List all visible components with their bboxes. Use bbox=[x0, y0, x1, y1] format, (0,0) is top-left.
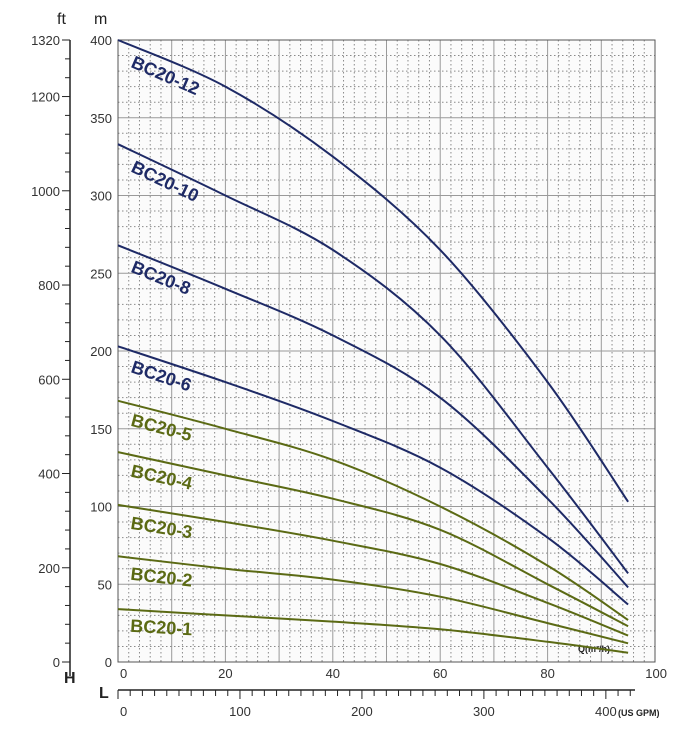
x-tick-label-m3h: 40 bbox=[326, 666, 340, 681]
x-tick-label-m3h: 100 bbox=[645, 666, 667, 681]
chart-grid bbox=[117, 39, 656, 663]
y-tick-label-m: 300 bbox=[90, 189, 112, 204]
y-tick-label-ft: 400 bbox=[38, 467, 60, 482]
y-tick-label-ft: 200 bbox=[38, 561, 60, 576]
x-tick-label-gpm: 0 bbox=[120, 704, 127, 719]
y-tick-label-ft: 1320 bbox=[31, 33, 60, 48]
flow-axis-letter: L bbox=[99, 685, 109, 702]
y-tick-label-m: 100 bbox=[90, 500, 112, 515]
x-tick-label-m3h: 20 bbox=[218, 666, 232, 681]
series-line-bc20-6 bbox=[117, 345, 629, 606]
x-tick-label-gpm: 100 bbox=[229, 704, 251, 719]
plot-frame bbox=[117, 39, 656, 663]
x-tick-label-gpm: 200 bbox=[351, 704, 373, 719]
x-tick-label-m3h: 0 bbox=[120, 666, 127, 681]
series-line-bc20-4 bbox=[117, 451, 629, 628]
series-line-bc20-5 bbox=[117, 399, 629, 621]
x-tick-label-m3h: 60 bbox=[433, 666, 447, 681]
x-tick-label-gpm: 400 bbox=[595, 704, 617, 719]
y-tick-label-ft: 0 bbox=[53, 655, 60, 670]
x-tick-label-m3h: 80 bbox=[540, 666, 554, 681]
y-tick-label-m: 400 bbox=[90, 33, 112, 48]
series-line-bc20-2 bbox=[117, 555, 629, 645]
series-label-bc20-1: BC20-1 bbox=[130, 616, 193, 640]
y-tick-label-m: 50 bbox=[98, 577, 112, 592]
head-axis-letter: H bbox=[64, 670, 76, 687]
y-tick-label-m: 250 bbox=[90, 266, 112, 281]
series-line-bc20-10 bbox=[117, 143, 629, 575]
y-tick-label-ft: 600 bbox=[38, 372, 60, 387]
y-tick-label-m: 150 bbox=[90, 422, 112, 437]
chart-series bbox=[117, 39, 629, 654]
y-axis-unit-m: m bbox=[94, 11, 107, 28]
y-tick-label-ft: 1000 bbox=[31, 184, 60, 199]
chart-axes: 050100150200250300350400m020040060080010… bbox=[31, 11, 667, 719]
series-line-bc20-8 bbox=[117, 244, 629, 589]
y-tick-label-ft: 800 bbox=[38, 278, 60, 293]
x-axis-unit-m3h: Q(m³/h) bbox=[578, 644, 610, 654]
y-tick-label-ft: 1200 bbox=[31, 90, 60, 105]
y-tick-label-m: 200 bbox=[90, 344, 112, 359]
x-tick-label-gpm: 300 bbox=[473, 704, 495, 719]
series-line-bc20-12 bbox=[117, 39, 629, 503]
x-axis-unit-gpm: (US GPM) bbox=[618, 708, 660, 718]
y-tick-label-m: 350 bbox=[90, 111, 112, 126]
series-line-bc20-1 bbox=[117, 608, 629, 654]
y-axis-unit-ft: ft bbox=[57, 11, 66, 28]
series-line-bc20-3 bbox=[117, 503, 629, 637]
y-tick-label-m: 0 bbox=[105, 655, 112, 670]
